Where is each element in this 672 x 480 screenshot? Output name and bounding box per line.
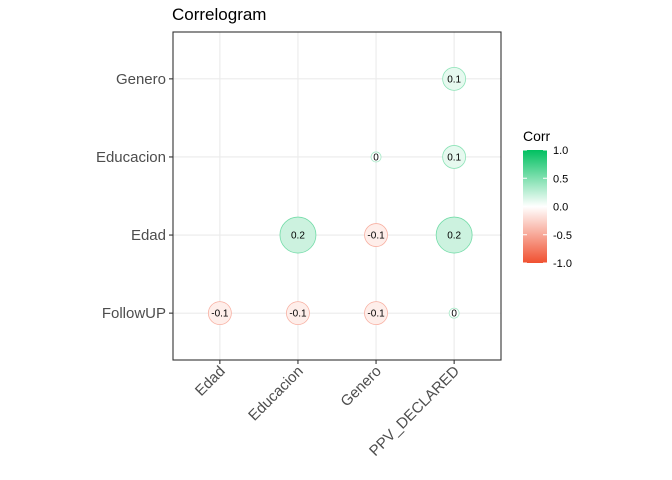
legend-tick-label: -1.0 (553, 258, 572, 270)
corr-value-label: 0 (451, 309, 457, 320)
corr-value-label: 0.2 (291, 231, 305, 242)
corr-point (286, 301, 310, 326)
corr-point (448, 307, 460, 319)
corr-value-label: -0.1 (211, 309, 229, 320)
corr-value-label: -0.1 (367, 309, 385, 320)
legend-tick-label: -0.5 (553, 230, 572, 242)
corr-point (207, 301, 232, 326)
y-tick-label: FollowUP (102, 305, 166, 322)
y-tick-label: Educacion (96, 149, 166, 166)
x-tick-label: Genero (337, 363, 384, 410)
corr-point (435, 216, 473, 254)
corr-point (370, 151, 382, 163)
corr-value-label: 0 (373, 152, 379, 163)
corr-value-label: -0.1 (367, 231, 385, 242)
x-tick-label: Educacion (245, 363, 307, 425)
corr-point (442, 66, 467, 91)
x-tick-label: Edad (192, 363, 229, 400)
chart-title: Correlogram (172, 5, 266, 24)
legend-tick-label: 0.0 (553, 202, 568, 214)
corr-point (442, 145, 467, 169)
plot-panel-border (172, 31, 502, 361)
legend: Corr 1.0 0.5 0.0 -0.5 -1.0 (523, 128, 572, 270)
y-tick-label: Genero (116, 71, 166, 88)
legend-tick-label: 0.5 (553, 173, 568, 185)
corr-point (279, 216, 317, 254)
legend-ticks: 1.0 0.5 0.0 -0.5 -1.0 (523, 145, 572, 270)
corr-point (364, 301, 388, 326)
corr-value-label: 0.1 (447, 74, 461, 85)
correlation-points: 0.1 0 0.1 0.2 -0.1 0.2 -0.1 -0.1 -0.1 0 (207, 66, 473, 326)
corr-value-label: 0.2 (447, 231, 461, 242)
corr-value-label: -0.1 (289, 309, 307, 320)
y-axis: FollowUP Edad Educacion Genero (96, 71, 173, 322)
y-tick-label: Edad (131, 227, 166, 244)
corr-point (364, 223, 388, 247)
legend-title: Corr (523, 128, 551, 144)
corr-value-label: 0.1 (447, 152, 461, 163)
legend-tick-label: 1.0 (553, 145, 568, 157)
